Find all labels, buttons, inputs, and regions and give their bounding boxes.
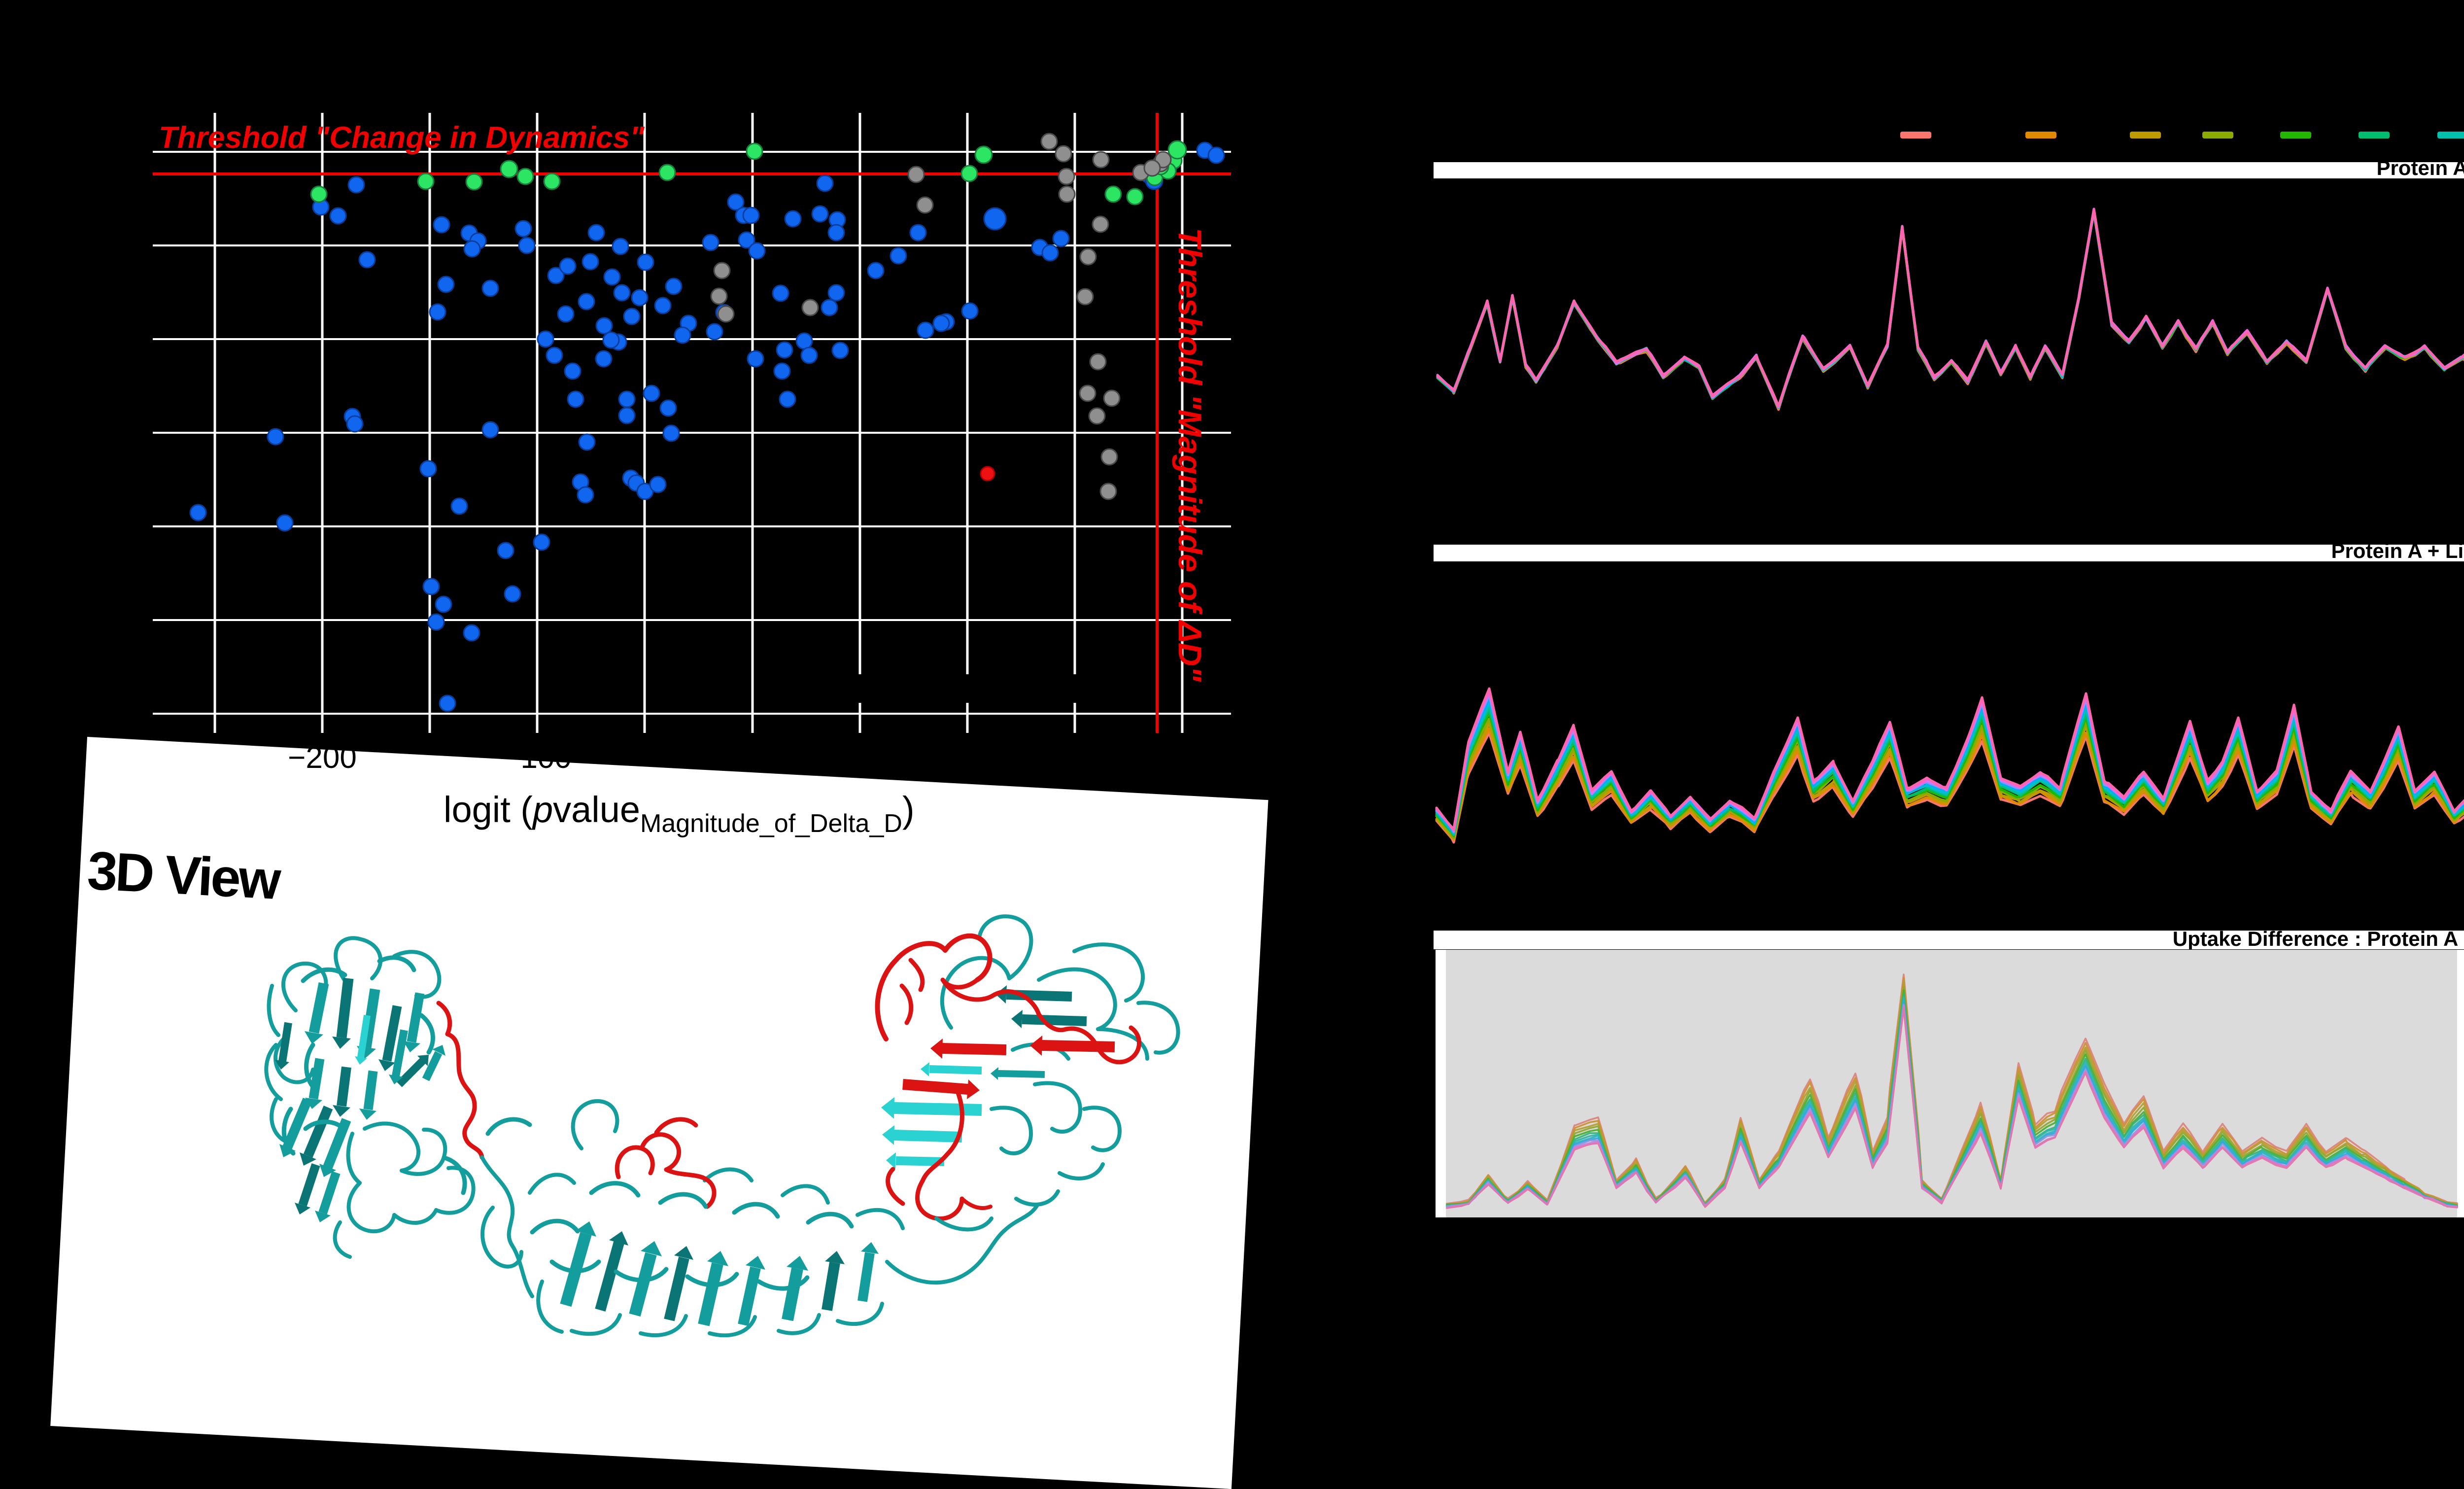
svg-text:200: 200 [1157, 741, 1207, 775]
svg-text:0: 0 [744, 741, 761, 775]
svg-text:Threshold "Change in Dynamics": Threshold "Change in Dynamics" [159, 121, 645, 155]
svg-text:100: 100 [942, 741, 992, 775]
svg-text:Protein A + Ligand: Protein A + Ligand [2331, 539, 2464, 562]
svg-text:−100: −100 [503, 741, 572, 775]
svg-text:Threshold "Magnitude of ΔD": Threshold "Magnitude of ΔD" [1172, 228, 1208, 682]
svg-text:−200: −200 [288, 741, 357, 775]
svg-text:Protein A: Protein A [2376, 156, 2464, 179]
svg-text:Uptake Difference : Protein A: Uptake Difference : Protein A - (Protein… [2173, 927, 2464, 950]
